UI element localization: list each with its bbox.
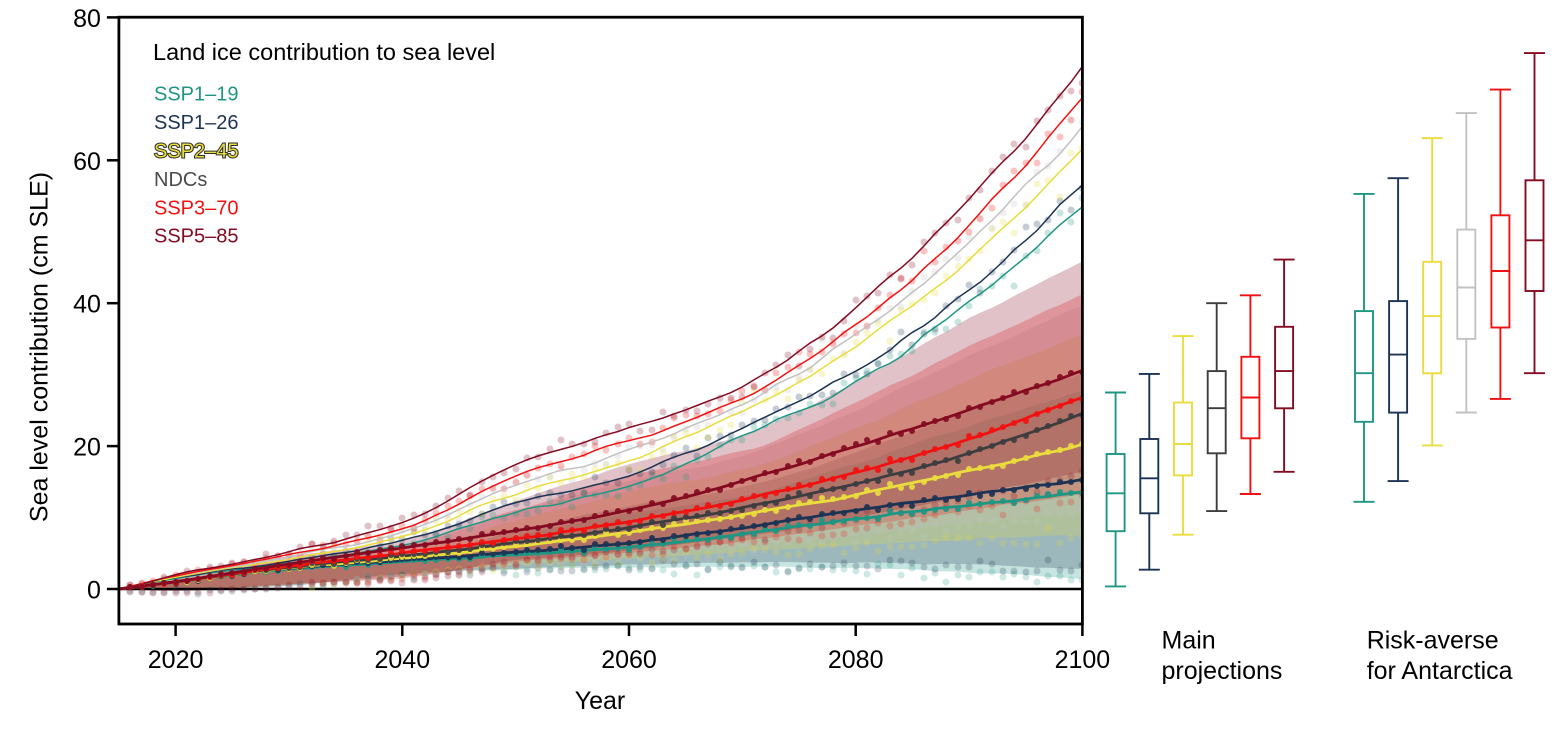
svg-text:2100: 2100	[1055, 646, 1111, 674]
svg-text:20: 20	[73, 434, 101, 462]
svg-text:2020: 2020	[148, 646, 204, 674]
svg-text:Sea level contribution (cm SLE: Sea level contribution (cm SLE)	[26, 172, 54, 522]
svg-text:0: 0	[87, 577, 101, 605]
svg-text:SSP2–45: SSP2–45	[154, 141, 239, 163]
svg-text:SSP1–19: SSP1–19	[154, 84, 239, 106]
svg-text:SSP1–26: SSP1–26	[154, 112, 239, 134]
svg-text:60: 60	[73, 148, 101, 176]
svg-text:40: 40	[73, 291, 101, 319]
svg-text:Risk-averse: Risk-averse	[1367, 627, 1499, 655]
svg-text:NDCs: NDCs	[154, 169, 207, 191]
svg-text:Land ice contribution to sea l: Land ice contribution to sea level	[153, 39, 495, 65]
svg-text:Year: Year	[575, 687, 626, 715]
svg-text:SSP3–70: SSP3–70	[154, 197, 239, 219]
svg-text:2040: 2040	[374, 646, 430, 674]
svg-text:for Antarctica: for Antarctica	[1367, 657, 1513, 685]
svg-text:Main: Main	[1162, 627, 1216, 655]
svg-text:projections: projections	[1162, 657, 1283, 685]
svg-text:SSP5–85: SSP5–85	[154, 226, 239, 248]
svg-text:2060: 2060	[601, 646, 657, 674]
svg-text:2080: 2080	[828, 646, 884, 674]
svg-text:80: 80	[73, 5, 101, 33]
